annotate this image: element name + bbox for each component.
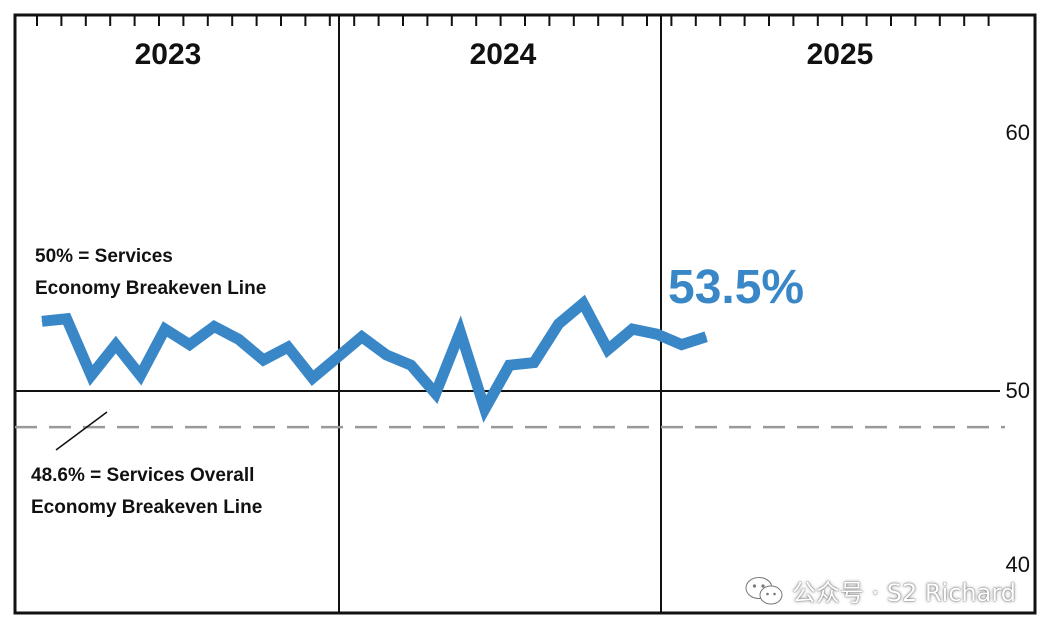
data-point [459, 331, 461, 333]
data-point [66, 318, 68, 320]
annotation-486-line1: 48.6% = Services Overall [31, 465, 254, 486]
annotation-486-line2: Economy Breakeven Line [31, 497, 262, 518]
series-line [41, 294, 708, 423]
plot-frame [13, 13, 1037, 615]
data-point [508, 364, 510, 366]
y-tick-label-60: 60 [1006, 120, 1030, 145]
watermark: 公众号 · S2 Richard [744, 573, 1016, 608]
data-point [582, 302, 584, 304]
wechat-icon [745, 576, 783, 604]
watermark-text: 公众号 · S2 Richard [791, 579, 1016, 607]
data-point [139, 375, 141, 376]
data-point [189, 344, 191, 346]
data-point [533, 362, 535, 364]
data-point [558, 323, 560, 325]
latest-value-label: 53.5% [668, 261, 804, 314]
y-tick-label-40: 40 [1006, 552, 1030, 577]
data-point [213, 326, 215, 327]
data-point [656, 333, 658, 335]
data-point [312, 377, 314, 379]
data-point [361, 336, 363, 338]
data-point [90, 375, 92, 376]
data-point [164, 328, 166, 330]
data-point [336, 357, 338, 358]
data-point [115, 344, 117, 346]
data-point [238, 338, 240, 340]
data-point [262, 359, 264, 361]
data-point [631, 328, 633, 330]
top-tick-marks [36, 15, 990, 26]
data-point [705, 336, 707, 338]
data-point [607, 349, 609, 351]
y-tick-label-50: 50 [1006, 378, 1030, 403]
year-label-2023: 2023 [135, 38, 202, 71]
data-point [681, 344, 683, 346]
series-group [41, 294, 708, 423]
annotation-50-line1: 50% = Services [35, 246, 173, 267]
year-label-2025: 2025 [807, 38, 874, 71]
data-point [484, 408, 486, 410]
annotation-50-line2: Economy Breakeven Line [35, 278, 266, 299]
data-point [435, 393, 437, 395]
data-point [410, 364, 412, 366]
data-point [385, 354, 387, 356]
data-point [287, 346, 289, 348]
annotation-leader-line [55, 411, 108, 451]
year-label-2024: 2024 [470, 38, 537, 71]
data-point [41, 320, 43, 322]
